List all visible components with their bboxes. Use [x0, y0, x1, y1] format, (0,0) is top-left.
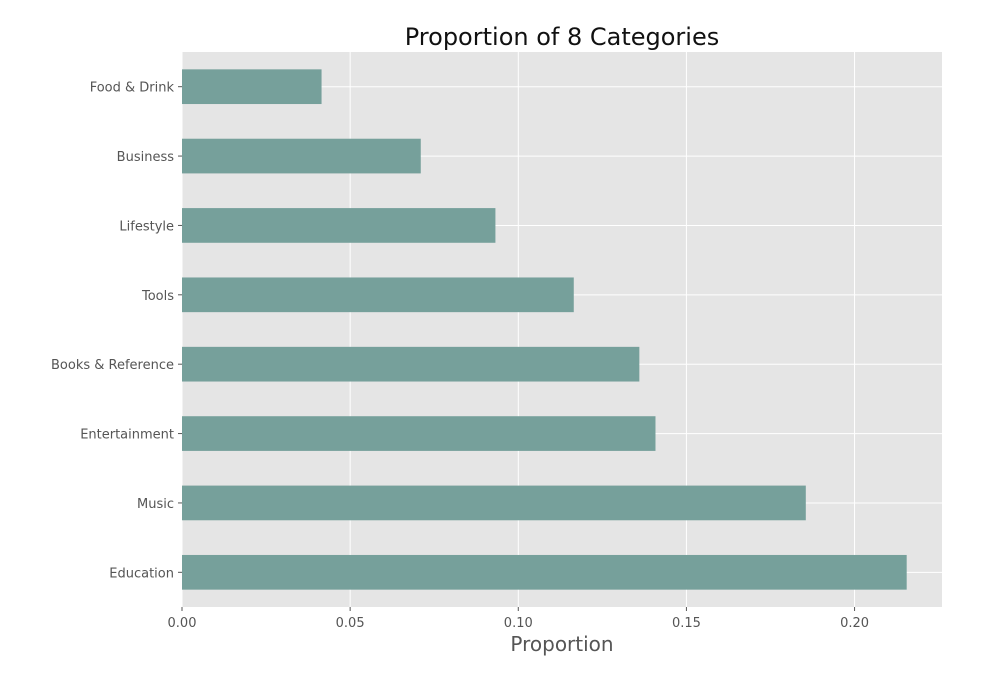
bar [182, 554, 907, 590]
x-axis-label: Proportion [510, 632, 613, 656]
x-tick-label: 0.15 [672, 616, 701, 631]
y-tick-label: Lifestyle [119, 219, 174, 234]
bar [182, 346, 640, 382]
plot-background [182, 52, 942, 607]
bar [182, 485, 806, 521]
bar [182, 69, 322, 105]
y-tick-label: Education [109, 566, 174, 581]
x-tick-label: 0.05 [336, 616, 365, 631]
y-tick-label: Books & Reference [51, 358, 174, 373]
y-tick-label: Music [137, 497, 174, 512]
y-tick-label: Business [117, 150, 175, 165]
chart-title: Proportion of 8 Categories [405, 23, 719, 51]
y-tick-label: Food & Drink [90, 81, 175, 96]
x-tick-label: 0.20 [840, 616, 869, 631]
x-tick-label: 0.00 [168, 616, 197, 631]
bar [182, 208, 496, 243]
bar [182, 277, 574, 313]
y-tick-label: Tools [141, 289, 174, 304]
x-tick-label: 0.10 [504, 616, 533, 631]
y-axis-ticks: Food & Drink Business Lifestyle Tools Books … [51, 81, 182, 581]
bar [182, 138, 421, 174]
y-tick-label: Entertainment [80, 428, 174, 443]
bars [182, 69, 907, 590]
bar [182, 416, 656, 451]
x-axis-ticks: 0.00 0.05 0.10 0.15 0.20 [168, 607, 869, 631]
